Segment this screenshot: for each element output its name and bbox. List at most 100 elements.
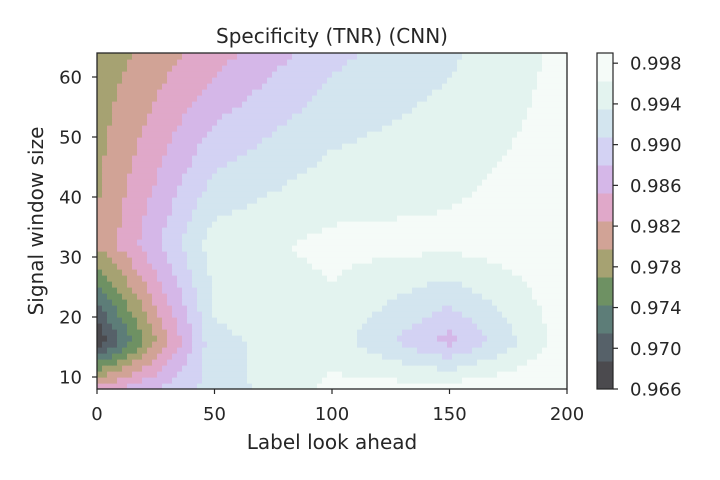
contour-cell	[472, 293, 478, 300]
contour-cell	[497, 317, 503, 324]
contour-cell	[212, 335, 218, 342]
contour-cell	[387, 281, 393, 288]
contour-cell	[437, 383, 443, 390]
contour-cell	[347, 143, 353, 150]
contour-cell	[352, 365, 358, 372]
contour-cell	[242, 173, 248, 180]
contour-cell	[487, 179, 493, 186]
contour-cell	[287, 113, 293, 120]
contour-cell	[557, 263, 563, 270]
contour-cell	[242, 191, 248, 198]
contour-cell	[192, 293, 198, 300]
contour-cell	[172, 347, 178, 354]
contour-cell	[487, 221, 493, 228]
contour-cell	[267, 191, 273, 198]
contour-cell	[447, 137, 453, 144]
contour-cell	[287, 221, 293, 228]
contour-cell	[107, 347, 113, 354]
contour-cell	[262, 311, 268, 318]
contour-cell	[492, 113, 498, 120]
contour-cell	[422, 101, 428, 108]
contour-cell	[532, 89, 538, 96]
contour-cell	[562, 143, 568, 150]
contour-cell	[342, 257, 348, 264]
contour-cell	[97, 263, 103, 270]
contour-cell	[337, 299, 343, 306]
contour-cell	[532, 257, 538, 264]
contour-cell	[257, 185, 263, 192]
contour-cell	[512, 329, 518, 336]
contour-cell	[437, 95, 443, 102]
contour-cell	[152, 263, 158, 270]
contour-cell	[222, 113, 228, 120]
contour-cell	[287, 161, 293, 168]
contour-cell	[457, 323, 463, 330]
contour-cell	[547, 137, 553, 144]
contour-cell	[352, 359, 358, 366]
contour-cell	[157, 119, 163, 126]
contour-cell	[212, 83, 218, 90]
contour-cell	[402, 161, 408, 168]
contour-cell	[102, 131, 108, 138]
contour-cell	[467, 371, 473, 378]
contour-cell	[382, 203, 388, 210]
contour-cell	[342, 239, 348, 246]
contour-cell	[217, 179, 223, 186]
contour-cell	[472, 125, 478, 132]
contour-cell	[252, 281, 258, 288]
contour-cell	[422, 251, 428, 258]
contour-cell	[247, 293, 253, 300]
contour-cell	[462, 107, 468, 114]
contour-cell	[502, 83, 508, 90]
contour-cell	[562, 203, 568, 210]
contour-cell	[262, 71, 268, 78]
contour-cell	[117, 185, 123, 192]
contour-cell	[427, 173, 433, 180]
contour-cell	[267, 89, 273, 96]
contour-cell	[532, 269, 538, 276]
contour-cell	[252, 149, 258, 156]
contour-cell	[352, 203, 358, 210]
contour-cell	[147, 209, 153, 216]
contour-cell	[387, 335, 393, 342]
contour-cell	[102, 179, 108, 186]
contour-cell	[502, 347, 508, 354]
contour-cell	[402, 347, 408, 354]
contour-cell	[472, 89, 478, 96]
contour-cell	[207, 299, 213, 306]
contour-cell	[522, 203, 528, 210]
contour-cell	[382, 245, 388, 252]
contour-cell	[162, 359, 168, 366]
contour-cell	[412, 275, 418, 282]
contour-cell	[542, 227, 548, 234]
contour-cell	[222, 191, 228, 198]
contour-cell	[212, 227, 218, 234]
contour-cell	[467, 359, 473, 366]
contour-cell	[122, 185, 128, 192]
contour-cell	[172, 275, 178, 282]
contour-cell	[302, 119, 308, 126]
contour-cell	[357, 239, 363, 246]
contour-cell	[132, 251, 138, 258]
contour-cell	[427, 347, 433, 354]
contour-cell	[302, 317, 308, 324]
contour-cell	[352, 173, 358, 180]
contour-cell	[157, 323, 163, 330]
contour-cell	[97, 305, 103, 312]
contour-cell	[227, 317, 233, 324]
contour-cell	[327, 293, 333, 300]
contour-cell	[207, 143, 213, 150]
contour-cell	[507, 239, 513, 246]
contour-cell	[452, 173, 458, 180]
contour-cell	[177, 149, 183, 156]
contour-cell	[497, 263, 503, 270]
contour-cell	[432, 383, 438, 390]
contour-cell	[537, 335, 543, 342]
contour-cell	[172, 251, 178, 258]
contour-cell	[462, 371, 468, 378]
contour-cell	[257, 107, 263, 114]
contour-cell	[442, 329, 448, 336]
contour-cell	[472, 161, 478, 168]
contour-cell	[442, 197, 448, 204]
contour-cell	[132, 347, 138, 354]
